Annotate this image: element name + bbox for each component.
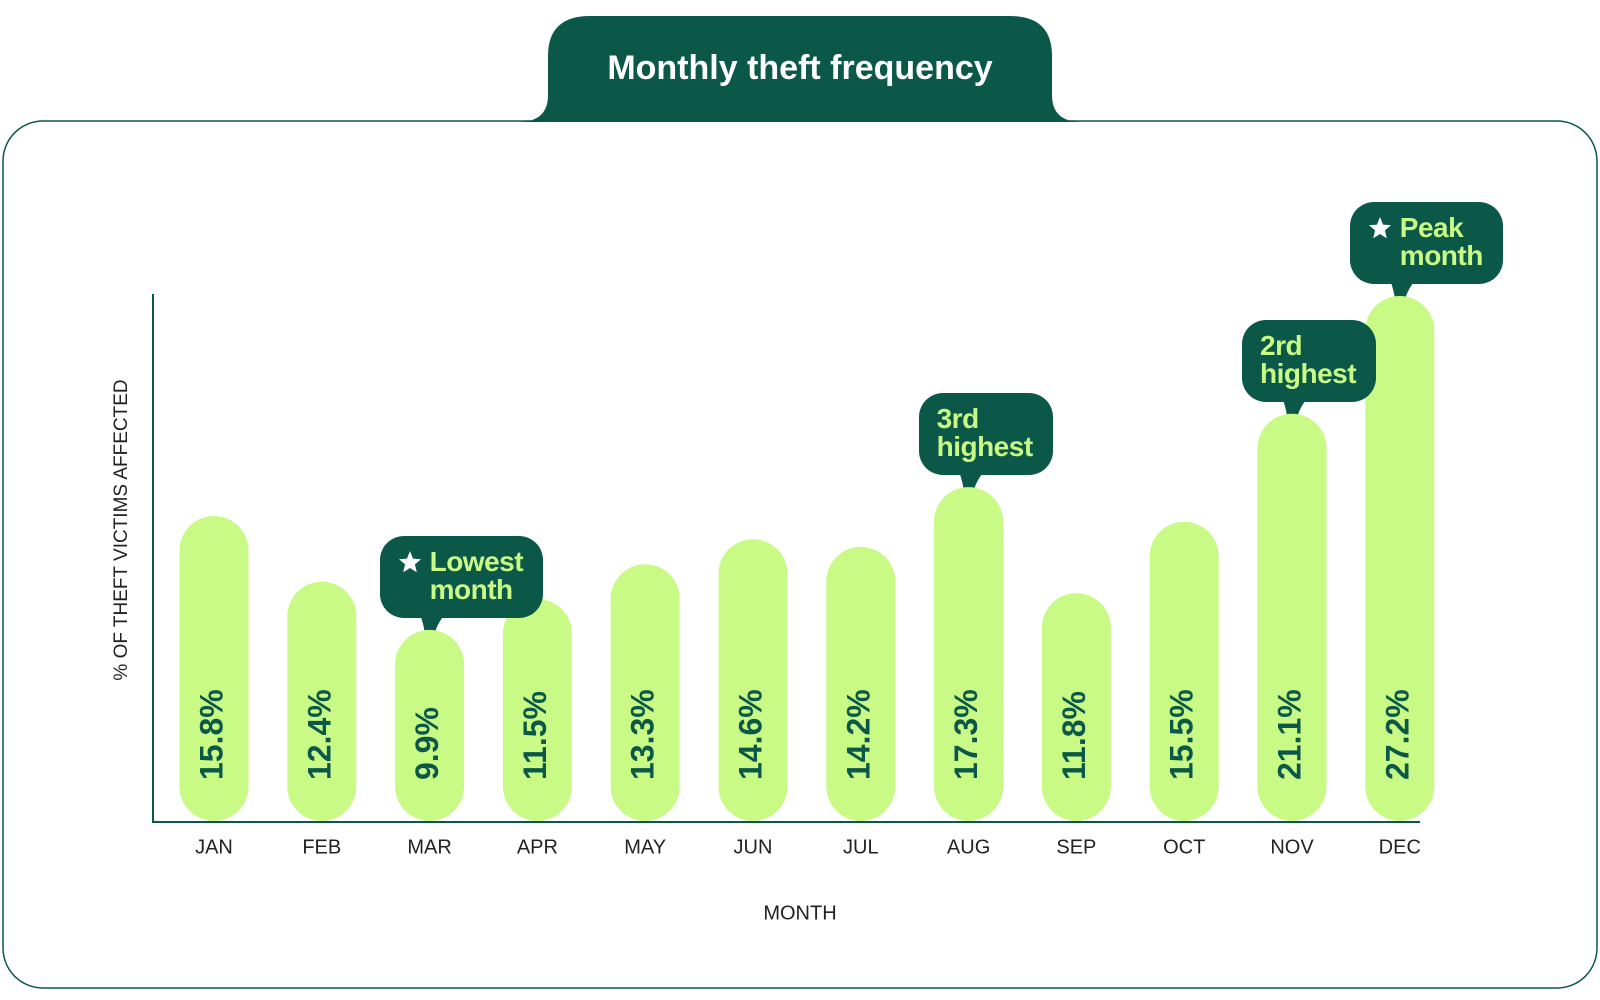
title-tab [518, 16, 1082, 122]
x-tick-label: DEC [1379, 836, 1421, 858]
value-label: 11.5% [517, 691, 553, 780]
star-icon [398, 550, 421, 573]
callout-text: 2rd highest [1260, 329, 1357, 389]
x-tick-label: FEB [302, 836, 341, 858]
bar [826, 546, 896, 821]
value-label: 17.3% [948, 689, 984, 780]
bar [395, 629, 465, 821]
value-label: 14.2% [840, 689, 876, 780]
bar [287, 581, 357, 821]
star-icon [1368, 217, 1391, 239]
callout-text: Peak month [1399, 212, 1484, 271]
bar [610, 564, 680, 821]
value-label: 12.4% [301, 689, 337, 780]
callout-text: Lowest month [429, 545, 524, 605]
x-tick-label: SEP [1056, 836, 1096, 858]
x-tick-label: JUL [843, 836, 879, 858]
callout: 2rd highest [1242, 319, 1377, 402]
value-label: 15.8% [193, 689, 229, 780]
x-tick-label: APR [517, 836, 558, 858]
value-label: 21.1% [1271, 689, 1307, 780]
y-axis-label: % OF THEFT VICTIMS AFFECTED [111, 379, 132, 680]
value-label: 15.5% [1164, 689, 1200, 780]
value-label: 27.2% [1379, 689, 1415, 780]
star [398, 550, 421, 573]
chart-title: Monthly theft frequency [607, 49, 992, 87]
bar [1149, 521, 1219, 821]
bar [179, 516, 249, 821]
value-label: 11.8% [1056, 691, 1092, 780]
callout-text: 3rd highest [936, 403, 1034, 463]
x-tick-label: NOV [1270, 836, 1314, 858]
value-label: 14.6% [732, 689, 768, 780]
value-label: 9.9% [409, 707, 445, 780]
x-tick-label: AUG [947, 836, 990, 858]
callout: Peak month [1349, 202, 1503, 284]
x-tick-label: MAR [407, 836, 451, 858]
bar [1257, 413, 1327, 821]
callout: Lowest month [379, 535, 544, 618]
x-tick-label: MAY [624, 836, 666, 858]
x-tick-label: JAN [195, 836, 233, 858]
x-tick-label: OCT [1163, 836, 1205, 858]
bar [934, 487, 1004, 821]
x-tick-label: JUN [734, 836, 773, 858]
star [1368, 217, 1391, 239]
bar [1041, 593, 1111, 821]
bar [1365, 296, 1435, 821]
bar [502, 599, 572, 821]
x-axis-label: MONTH [763, 902, 836, 924]
value-label: 13.3% [625, 689, 661, 780]
callout: 3rd highest [918, 393, 1053, 476]
bar [718, 539, 788, 821]
